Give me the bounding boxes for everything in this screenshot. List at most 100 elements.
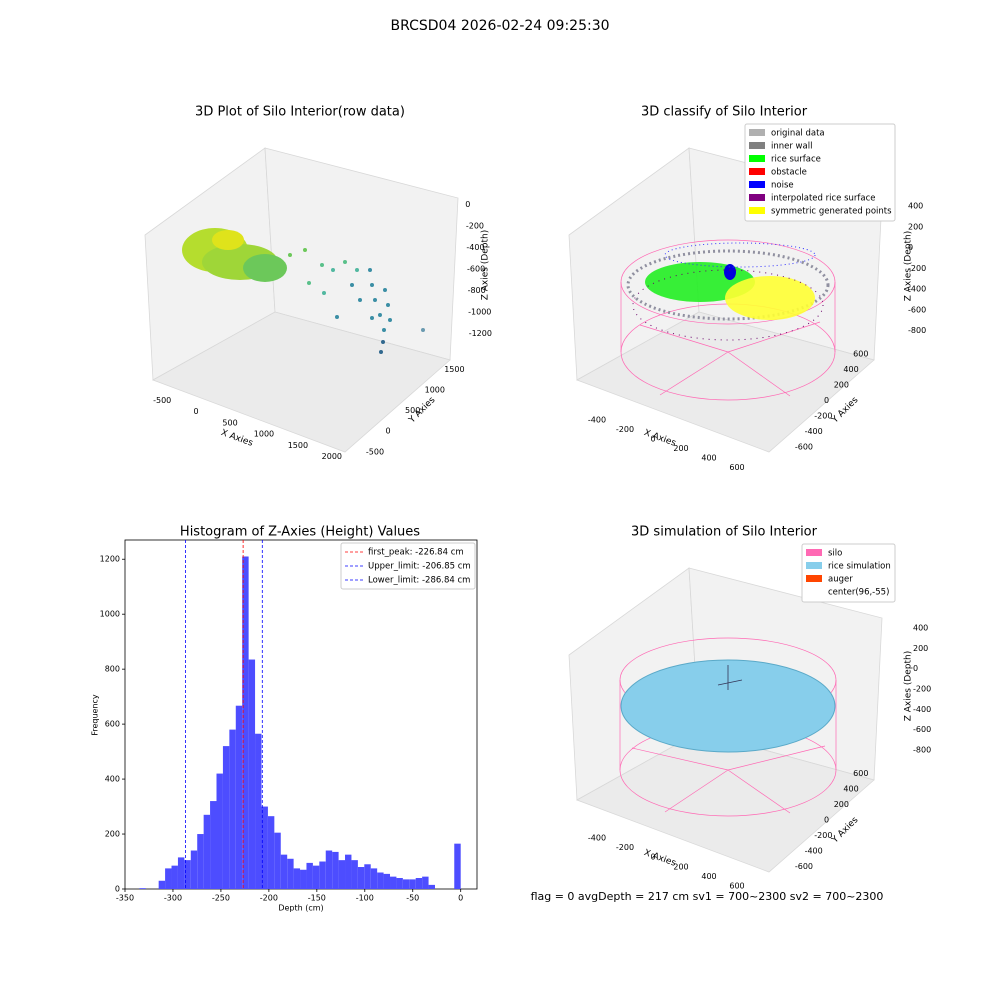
x-tick-label: -400 <box>588 415 606 424</box>
subplot-title: 3D classify of Silo Interior <box>641 105 808 120</box>
bar <box>357 867 365 889</box>
bar <box>415 878 423 889</box>
bar <box>402 879 410 889</box>
x-tick-label: 1000 <box>254 430 274 439</box>
bar <box>409 879 416 889</box>
legend-label: center(96,-55) <box>828 588 889 598</box>
legend-swatch <box>749 194 765 201</box>
bar <box>139 888 146 889</box>
x-tick-label: -300 <box>164 894 182 903</box>
noise <box>724 264 736 280</box>
bar <box>255 733 262 889</box>
legend-label: rice simulation <box>828 562 891 572</box>
legend-swatch <box>749 129 765 136</box>
x-tick-label: -200 <box>260 894 278 903</box>
y-tick-label: 800 <box>105 665 120 674</box>
z-tick-label: -200 <box>913 684 931 693</box>
legend-swatch <box>806 588 822 595</box>
x-tick-label: -500 <box>153 396 171 405</box>
y-tick-label: 1000 <box>100 610 120 619</box>
legend-swatch <box>749 181 765 188</box>
x-tick-label: 200 <box>673 862 688 871</box>
bar <box>190 850 198 889</box>
bar <box>235 705 243 889</box>
x-tick-label: -100 <box>356 894 374 903</box>
y-tick-label: 600 <box>853 769 868 778</box>
y-tick-label: -600 <box>795 443 813 452</box>
z-tick-label: -400 <box>466 243 484 252</box>
subplot-title: 3D simulation of Silo Interior <box>631 525 818 540</box>
legend-swatch <box>806 562 822 569</box>
inner-wall <box>626 249 830 321</box>
bar <box>428 884 435 889</box>
x-axis-label: X Axies <box>642 428 677 449</box>
z-tick-label: -600 <box>467 265 485 274</box>
z-axis-label: Z Axies (Depth) <box>904 231 914 302</box>
legend-label: first_peak: -226.84 cm <box>368 548 464 558</box>
wire <box>664 769 729 813</box>
silo-wireframe <box>619 637 837 817</box>
bar <box>197 834 204 889</box>
wire <box>727 351 791 397</box>
bar <box>222 746 230 889</box>
bar <box>274 832 281 889</box>
x-tick-label: -400 <box>588 833 606 842</box>
point-cloud <box>288 248 425 354</box>
bar <box>325 850 333 889</box>
z-tick-label: 0 <box>465 200 470 209</box>
z-tick-label: -200 <box>466 222 484 231</box>
bar <box>293 868 301 889</box>
bar <box>210 801 217 889</box>
x-tick-label: -200 <box>616 425 634 434</box>
legend-box <box>801 543 896 603</box>
z-tick-label: 400 <box>913 624 928 633</box>
legend-swatch <box>749 155 765 162</box>
x-axis-label: X Axies <box>642 848 677 869</box>
bar <box>364 864 371 889</box>
y-tick-label: 400 <box>843 785 858 794</box>
legend-label: Lower_limit: -286.84 cm <box>368 576 470 586</box>
z-tick-label: -800 <box>913 745 931 754</box>
y-tick-label: 200 <box>834 380 849 389</box>
bar <box>454 843 461 889</box>
wire <box>631 747 729 771</box>
bar <box>242 556 249 889</box>
z-tick-label: 200 <box>913 644 928 653</box>
y-axis-label: Frequency <box>91 694 100 736</box>
status-footer: flag = 0 avgDepth = 217 cm sv1 = 700~230… <box>531 890 884 903</box>
bar <box>306 862 313 889</box>
legend-label: symmetric generated points <box>771 207 892 217</box>
legend-swatch <box>806 549 822 556</box>
legend-swatch <box>749 207 765 214</box>
z-tick-label: -600 <box>908 305 926 314</box>
x-tick-label: 0 <box>458 894 463 903</box>
bar <box>229 729 236 889</box>
wire <box>727 769 791 814</box>
legend-swatch <box>749 168 765 175</box>
bar <box>171 865 178 889</box>
y-tick-label: -400 <box>805 427 823 436</box>
point-cloud <box>212 230 244 250</box>
legend-label: noise <box>771 181 794 191</box>
x-tick-label: -350 <box>116 894 134 903</box>
x-tick-label: 600 <box>729 463 744 472</box>
x-tick-label: -50 <box>406 894 419 903</box>
y-tick-label: 1000 <box>425 385 445 394</box>
y-axis-label: Y Axies <box>830 815 861 846</box>
bar <box>280 854 288 889</box>
x-tick-label: 0 <box>194 407 199 416</box>
z-tick-label: -1000 <box>468 307 491 316</box>
x-tick-label: 400 <box>701 872 716 881</box>
bar <box>165 868 172 889</box>
bar <box>332 851 339 889</box>
z-axis-label: Z Axies (Depth) <box>481 230 491 301</box>
wire <box>659 351 729 396</box>
legend-box <box>744 123 896 222</box>
y-tick-label: -200 <box>814 831 832 840</box>
bar <box>383 873 391 889</box>
y-tick-label: -600 <box>795 862 813 871</box>
point-cloud <box>243 254 287 282</box>
wire <box>727 745 826 771</box>
legend-label: silo <box>828 549 842 559</box>
